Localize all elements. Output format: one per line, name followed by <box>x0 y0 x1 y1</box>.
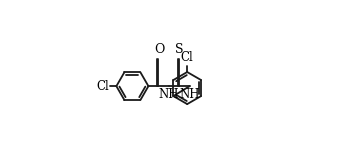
Text: Cl: Cl <box>181 51 194 64</box>
Text: S: S <box>175 43 184 56</box>
Text: NH: NH <box>159 88 179 101</box>
Text: Cl: Cl <box>97 80 110 93</box>
Text: O: O <box>154 43 164 56</box>
Text: NH: NH <box>179 88 200 101</box>
